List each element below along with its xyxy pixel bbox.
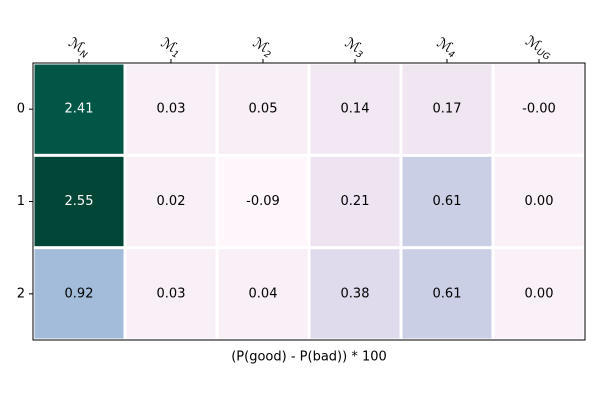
x-tick-symbol: ℳ (342, 35, 363, 56)
heatmap-cell (310, 64, 400, 154)
cell-label: 2.55 (65, 194, 94, 209)
x-tick-label: ℳ4 (433, 35, 460, 61)
heatmap-cell (218, 156, 308, 247)
y-tick-label: 2 (17, 286, 25, 301)
heatmap-cell (218, 64, 308, 154)
heatmap-cell (494, 249, 584, 339)
cell-label: 0.03 (157, 286, 186, 301)
x-axis-label: (P(good) - P(bad)) * 100 (231, 350, 387, 365)
cell-label: 0.05 (249, 102, 278, 117)
heatmap-cell (126, 64, 216, 154)
heatmap-cell (310, 156, 400, 247)
cell-label: 0.00 (525, 194, 554, 209)
cell-label: -0.09 (246, 194, 280, 209)
cell-label: 0.92 (65, 286, 94, 301)
heatmap-cell (34, 64, 124, 154)
cell-label: 0.21 (341, 194, 370, 209)
heatmap-cell (218, 249, 308, 339)
x-tick-label: ℳ3 (341, 35, 368, 61)
cell-label: 0.38 (341, 286, 370, 301)
heatmap-cell (310, 249, 400, 339)
x-tick-label: ℳ2 (249, 35, 276, 61)
cell-label: 0.14 (341, 102, 370, 117)
cell-label: 0.17 (433, 102, 462, 117)
x-tick-symbol: ℳ (66, 35, 87, 56)
cell-label: 0.04 (249, 286, 278, 301)
heatmap-cell (402, 156, 492, 247)
x-tick-subscript: 3 (354, 49, 364, 61)
cell-label: 0.00 (525, 286, 554, 301)
x-tick-label: ℳUG (522, 33, 555, 62)
heatmap-cell (34, 156, 124, 247)
heatmap-cell (494, 64, 584, 154)
heatmap-cell (402, 64, 492, 154)
x-tick-symbol: ℳ (523, 33, 544, 54)
cell-label: -0.00 (522, 102, 556, 117)
cell-label: 0.02 (157, 194, 186, 209)
heatmap-cell (494, 156, 584, 247)
x-tick-subscript: 4 (446, 49, 456, 61)
x-tick-subscript: 2 (262, 49, 272, 61)
cell-label: 0.03 (157, 102, 186, 117)
cell-label: 2.41 (65, 102, 94, 117)
heatmap-cell (126, 249, 216, 339)
x-tick-subscript: N (78, 49, 89, 61)
cell-label: 0.61 (433, 194, 462, 209)
cell-label: 0.61 (433, 286, 462, 301)
heatmap-cell (126, 156, 216, 247)
heatmap-cell (34, 249, 124, 339)
x-tick-symbol: ℳ (250, 35, 271, 56)
x-tick-symbol: ℳ (434, 35, 455, 56)
heatmap-cell (402, 249, 492, 339)
x-tick-label: ℳN (65, 35, 93, 61)
x-tick-subscript: 1 (170, 49, 180, 61)
x-tick-label: ℳ1 (157, 35, 184, 61)
x-tick-symbol: ℳ (158, 35, 179, 56)
y-tick-label: 1 (17, 194, 25, 209)
y-tick-label: 0 (17, 102, 25, 117)
